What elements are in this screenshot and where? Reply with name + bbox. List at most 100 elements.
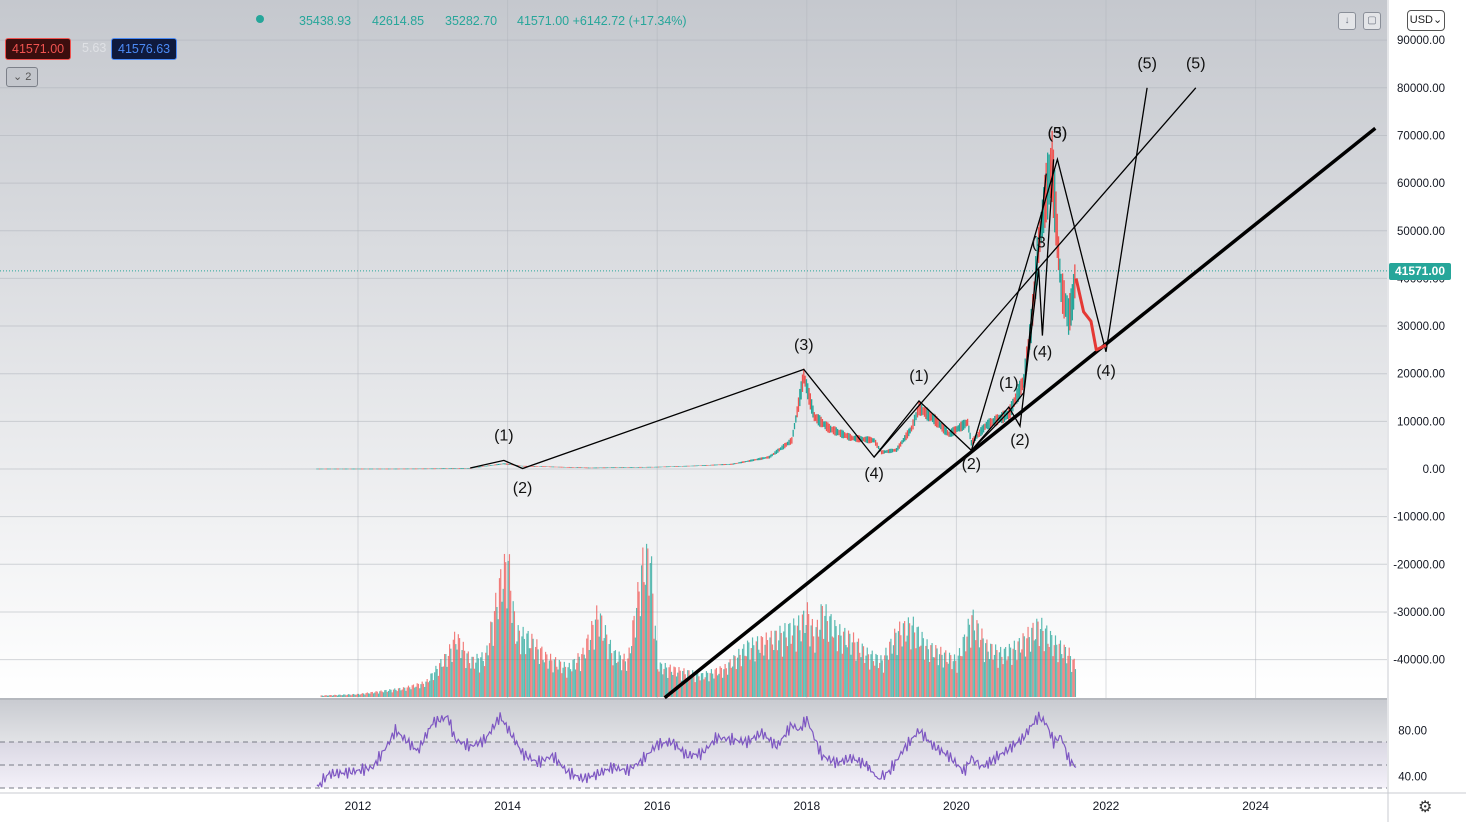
volume-bar (849, 633, 851, 697)
volume-bar (785, 637, 787, 697)
volume-bar (928, 661, 931, 697)
volume-bar (405, 690, 407, 697)
volume-bar (1023, 636, 1025, 697)
volume-bar (411, 685, 413, 697)
volume-bar (379, 691, 381, 697)
volume-bar (576, 662, 578, 697)
volume-bar (775, 630, 777, 697)
buy-button[interactable]: 41576.63 (111, 38, 178, 60)
price-tick-label: 20000.00 (1397, 369, 1445, 381)
price-tick-label: -30000.00 (1393, 607, 1445, 619)
volume-bar (596, 605, 598, 697)
volume-bar (407, 685, 410, 697)
volume-bar (599, 613, 602, 697)
volume-bar (422, 683, 425, 697)
volume-bar (460, 658, 462, 697)
volume-bar (950, 655, 952, 697)
volume-bar (793, 618, 795, 697)
volume-bar (348, 694, 350, 697)
time-axis[interactable]: 2012 2014 2016 2018 2020 2022 2024 (345, 799, 1270, 813)
volume-bar (446, 666, 448, 697)
volume-bar (325, 695, 327, 697)
volume-bar (344, 694, 346, 697)
volume-bar (951, 669, 953, 697)
volume-bar (764, 644, 766, 697)
price-tick-label: 10000.00 (1397, 416, 1445, 428)
volume-bar (1043, 651, 1045, 697)
volume-bar (983, 662, 986, 697)
volume-bar (567, 667, 569, 697)
volume-bar (644, 584, 646, 697)
volume-bar (542, 659, 544, 697)
volume-bar (648, 595, 650, 697)
volume-bar (990, 643, 992, 697)
volume-bar (518, 630, 521, 697)
volume-bar (960, 655, 962, 697)
volume-bar (804, 632, 806, 697)
volume-bar (885, 647, 887, 697)
volume-bar (847, 630, 850, 697)
volume-bar (451, 661, 453, 697)
volume-bar (1011, 664, 1013, 697)
indicators-toggle-button[interactable]: ⌄ 2 (6, 67, 39, 87)
price-tick-label: 0.00 (1423, 464, 1445, 476)
volume-bar (574, 669, 577, 697)
volume-bar (877, 668, 880, 697)
settings-gear-icon[interactable]: ⚙ (1418, 799, 1433, 816)
volume-bar (859, 652, 861, 697)
volume-bar (617, 661, 619, 697)
volume-bar (809, 646, 811, 697)
rsi-indicator (0, 711, 1387, 789)
volume-bar (419, 688, 421, 697)
maximize-icon[interactable]: ▢ (1363, 12, 1381, 30)
volume-bar (693, 673, 695, 697)
volume-bar (616, 663, 618, 697)
volume-bar (678, 667, 680, 697)
volume-bar (790, 643, 792, 697)
volume-bar (1018, 638, 1020, 697)
price-axis[interactable]: 90000.00 80000.00 70000.00 60000.00 50000.00… (1393, 35, 1445, 783)
price-tick-label: 30000.00 (1397, 321, 1445, 333)
volume-bar (813, 636, 815, 697)
volume-bar (591, 621, 593, 697)
volume-bar (394, 688, 396, 697)
volume-bar (854, 642, 856, 697)
volume-bar (922, 638, 924, 697)
volume-bar (359, 694, 361, 697)
arrow-down-icon[interactable]: ↓ (1338, 12, 1356, 30)
sell-button[interactable]: 41571.00 (5, 38, 72, 60)
volume-bar (659, 662, 661, 697)
volume-bar (879, 662, 881, 697)
volume-bar (942, 667, 944, 697)
grid (0, 0, 1387, 698)
volume-bar (471, 656, 473, 697)
volume-bar (741, 648, 744, 697)
volume-bar (535, 646, 537, 697)
volume-bar (664, 662, 666, 697)
projection-path (1074, 278, 1107, 352)
volume-bar (736, 657, 739, 697)
volume-bar (381, 691, 383, 697)
volume-bar (364, 694, 366, 697)
volume-bar (324, 695, 326, 697)
volume-bar (551, 660, 553, 697)
volume-bar (801, 614, 804, 697)
time-tick-label: 2020 (943, 799, 970, 813)
volume-bar (988, 659, 991, 697)
volume-bar (727, 674, 729, 697)
volume-bar (985, 643, 987, 697)
volume-bar (457, 634, 459, 697)
volume-bar (436, 668, 438, 697)
currency-select[interactable]: USD⌄ (1407, 10, 1445, 31)
volume-bar (563, 661, 565, 697)
volume-bar (336, 695, 339, 697)
volume-bar (892, 645, 895, 697)
volume-bar (387, 690, 390, 697)
volume-bar (424, 686, 426, 697)
volume-bar (1027, 626, 1029, 697)
volume-bar (366, 692, 368, 697)
price-candles (316, 130, 1076, 470)
volume-bar (677, 672, 679, 697)
volume-bar (923, 659, 926, 697)
